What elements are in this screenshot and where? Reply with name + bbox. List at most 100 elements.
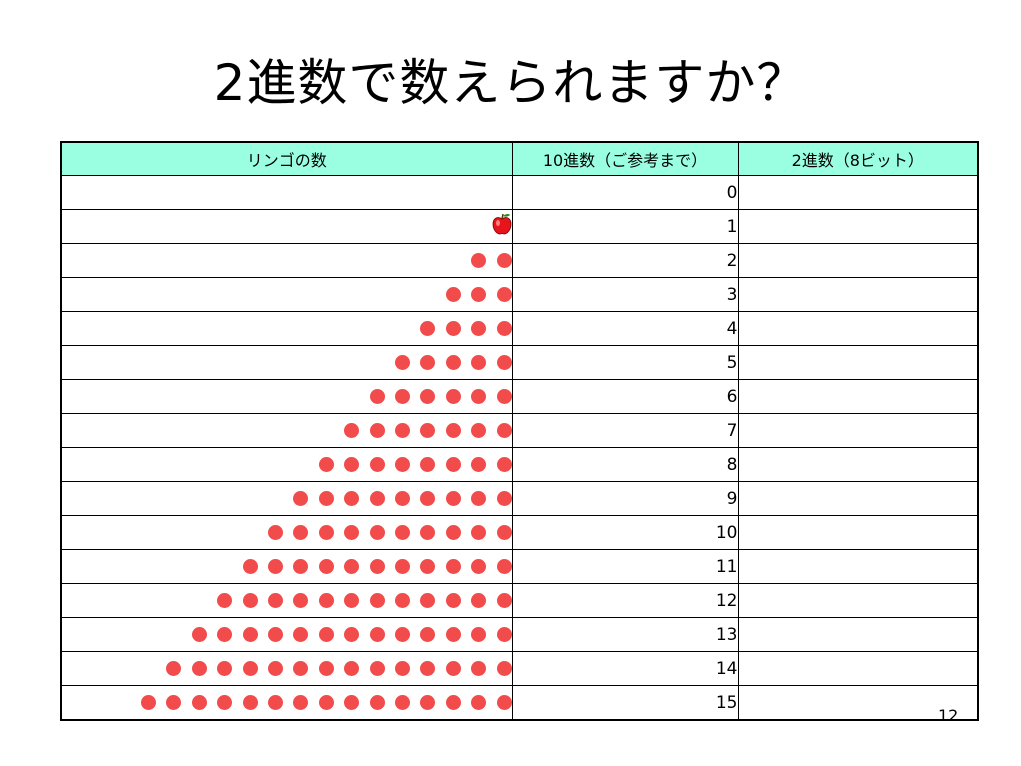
binary-cell (737, 549, 979, 584)
header-apple-count: リンゴの数 (60, 141, 513, 176)
apple-dot-icon (344, 491, 360, 506)
apple-dot-icon (267, 525, 283, 540)
apple-cell (60, 413, 513, 448)
decimal-cell: 5 (511, 345, 739, 380)
apple-dot-icon (267, 627, 283, 642)
apple-cell (60, 311, 513, 346)
apple-dot-icon (369, 661, 385, 676)
decimal-cell: 9 (511, 481, 739, 516)
table-row: 13 (60, 617, 979, 652)
table-header-row: リンゴの数 10進数（ご参考まで） 2進数（8ビット） (60, 141, 979, 176)
apple-dot-icon (420, 695, 436, 710)
apple-dot-icon (318, 661, 334, 676)
apple-dot-icon (293, 491, 309, 506)
table-row: 1 (60, 209, 979, 244)
apple-dot-icon (496, 457, 512, 472)
header-decimal: 10進数（ご参考まで） (511, 141, 739, 176)
apple-dot-icon (445, 525, 461, 540)
table-row: 3 (60, 277, 979, 312)
apple-dot-icon (344, 525, 360, 540)
apple-dot-icon (369, 559, 385, 574)
decimal-cell: 10 (511, 515, 739, 550)
apple-dot-icon (445, 457, 461, 472)
apple-dot-icon (318, 559, 334, 574)
apple-dot-icon (344, 593, 360, 608)
apple-dot-icon (242, 559, 258, 574)
apple-dot-icon (420, 457, 436, 472)
apple-cell (60, 243, 513, 278)
binary-cell (737, 617, 979, 652)
apple-dot-icon (394, 695, 410, 710)
apple-dot-icon (217, 593, 233, 608)
apple-dot-icon (471, 661, 487, 676)
apple-dot-icon (471, 389, 487, 404)
header-binary: 2進数（8ビット） (737, 141, 979, 176)
page-number: 12 (938, 706, 959, 725)
table-row: 12 (60, 583, 979, 618)
apple-dot-icon (420, 525, 436, 540)
apple-dot-icon (445, 491, 461, 506)
apple-dot-icon (394, 661, 410, 676)
apple-dot-icon (420, 627, 436, 642)
apple-dot-icon (445, 627, 461, 642)
apple-dot-icon (496, 695, 512, 710)
binary-cell (737, 209, 979, 244)
apple-dot-icon (293, 627, 309, 642)
apple-dot-icon (242, 695, 258, 710)
apple-dot-icon (496, 491, 512, 506)
apple-dot-icon (496, 559, 512, 574)
apple-dot-icon (217, 695, 233, 710)
apple-dot-icon (471, 253, 487, 268)
apple-dot-icon (471, 525, 487, 540)
decimal-cell: 0 (511, 175, 739, 210)
apple-dot-icon (242, 627, 258, 642)
apple-cell (60, 345, 513, 380)
decimal-cell: 2 (511, 243, 739, 278)
apple-dot-icon (191, 695, 207, 710)
apple-dot-icon (420, 321, 436, 336)
apple-dot-icon (394, 491, 410, 506)
apple-cell (60, 175, 513, 210)
apple-dot-icon (420, 593, 436, 608)
apple-dot-icon (217, 661, 233, 676)
apple-dot-icon (344, 457, 360, 472)
apple-dot-icon (293, 525, 309, 540)
binary-cell (737, 413, 979, 448)
apple-dot-icon (471, 559, 487, 574)
apple-dot-icon (369, 491, 385, 506)
apple-dot-icon (496, 423, 512, 438)
apple-dot-icon (496, 253, 512, 268)
apple-dot-icon (496, 321, 512, 336)
apple-dot-icon (344, 627, 360, 642)
table-row: 0 (60, 175, 979, 210)
apple-dot-icon (293, 593, 309, 608)
apple-dot-icon (471, 423, 487, 438)
table-row: 2 (60, 243, 979, 278)
apple-cell (60, 209, 513, 244)
binary-cell (737, 379, 979, 414)
apple-dot-icon (267, 695, 283, 710)
table-row: 15 (60, 685, 979, 721)
apple-dot-icon (318, 525, 334, 540)
apple-dot-icon (217, 627, 233, 642)
apple-dot-icon (420, 491, 436, 506)
apple-dot-icon (445, 389, 461, 404)
apple-dot-icon (394, 593, 410, 608)
apple-dot-icon (166, 695, 182, 710)
apple-dot-icon (191, 627, 207, 642)
binary-cell (737, 277, 979, 312)
apple-dot-icon (496, 389, 512, 404)
table-row: 7 (60, 413, 979, 448)
apple-dot-icon (496, 287, 512, 302)
apple-dot-icon (394, 423, 410, 438)
apple-dot-icon (394, 525, 410, 540)
apple-dot-icon (166, 661, 182, 676)
decimal-cell: 14 (511, 651, 739, 686)
decimal-cell: 12 (511, 583, 739, 618)
apple-dot-icon (471, 627, 487, 642)
apple-dot-icon (318, 593, 334, 608)
table-body: 0 1 2 3 4 5 6 7 8 9 10 11 12 13 14 15 (60, 175, 979, 721)
apple-dot-icon (369, 457, 385, 472)
apple-dot-icon (344, 695, 360, 710)
decimal-cell: 3 (511, 277, 739, 312)
